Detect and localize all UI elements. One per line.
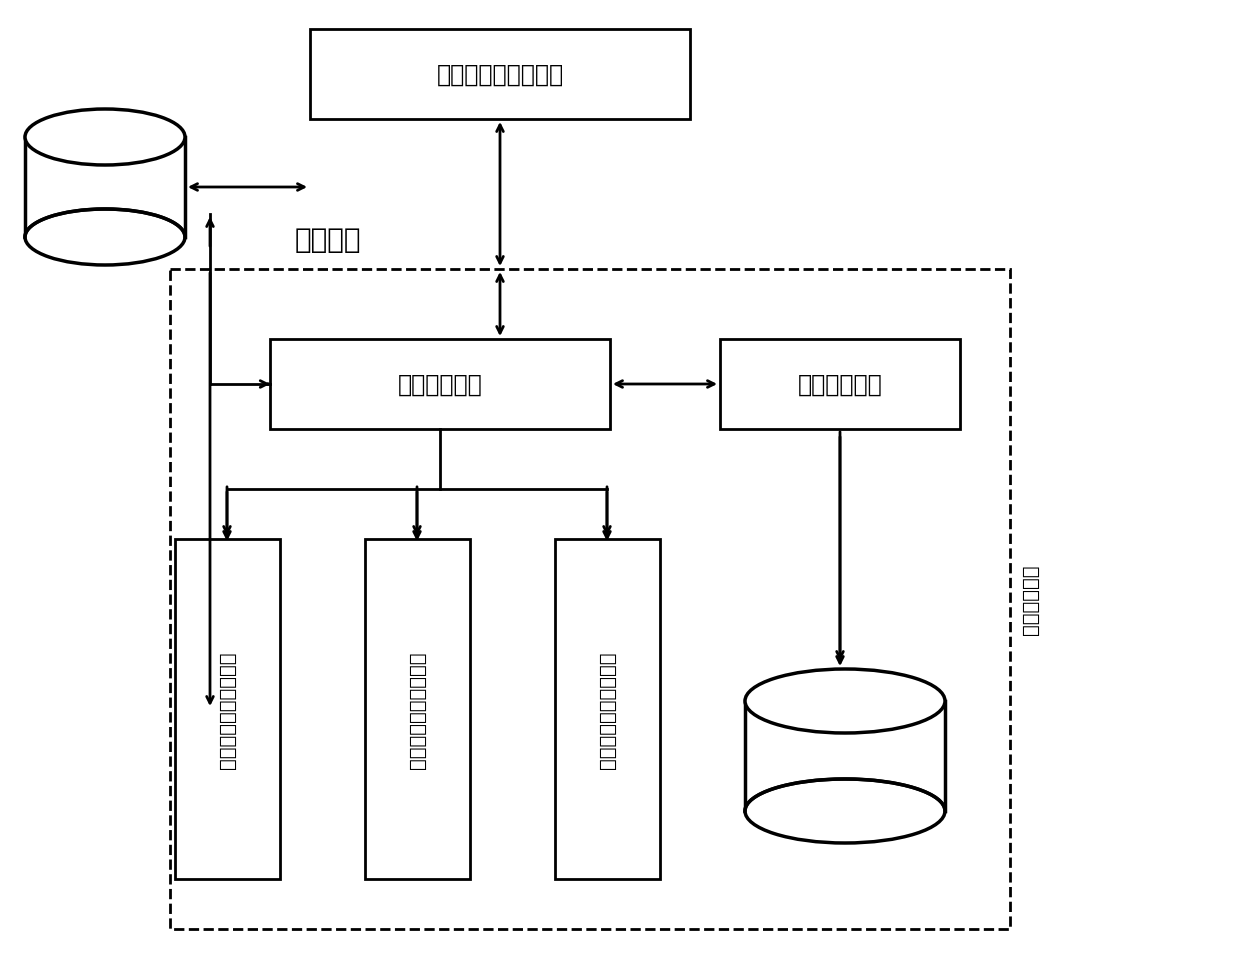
Ellipse shape: [745, 780, 945, 843]
Ellipse shape: [25, 210, 185, 266]
Text: 调用接口: 调用接口: [295, 226, 362, 254]
Text: 任务保障目标算法插件: 任务保障目标算法插件: [408, 651, 427, 768]
Text: 资源管理模块: 资源管理模块: [797, 372, 883, 397]
Bar: [365, 539, 470, 879]
Bar: [745, 701, 945, 811]
Bar: [270, 340, 610, 430]
Bar: [720, 340, 960, 430]
Text: 负载均衡目标算法插件: 负载均衡目标算法插件: [218, 651, 237, 768]
Text: 资源库: 资源库: [827, 789, 863, 809]
Text: 资源调度模块: 资源调度模块: [398, 372, 482, 397]
Bar: [556, 539, 660, 879]
Bar: [310, 30, 689, 120]
Text: 接收站运行管理系统: 接收站运行管理系统: [436, 63, 563, 87]
Bar: [175, 539, 280, 879]
Text: 业务库: 业务库: [87, 226, 123, 244]
Ellipse shape: [25, 109, 185, 166]
Bar: [170, 270, 1011, 929]
Ellipse shape: [745, 669, 945, 734]
Text: 任务执行目标算法插件: 任务执行目标算法插件: [598, 651, 618, 768]
Bar: [25, 138, 185, 237]
Text: 资源调度系统: 资源调度系统: [1021, 564, 1039, 635]
